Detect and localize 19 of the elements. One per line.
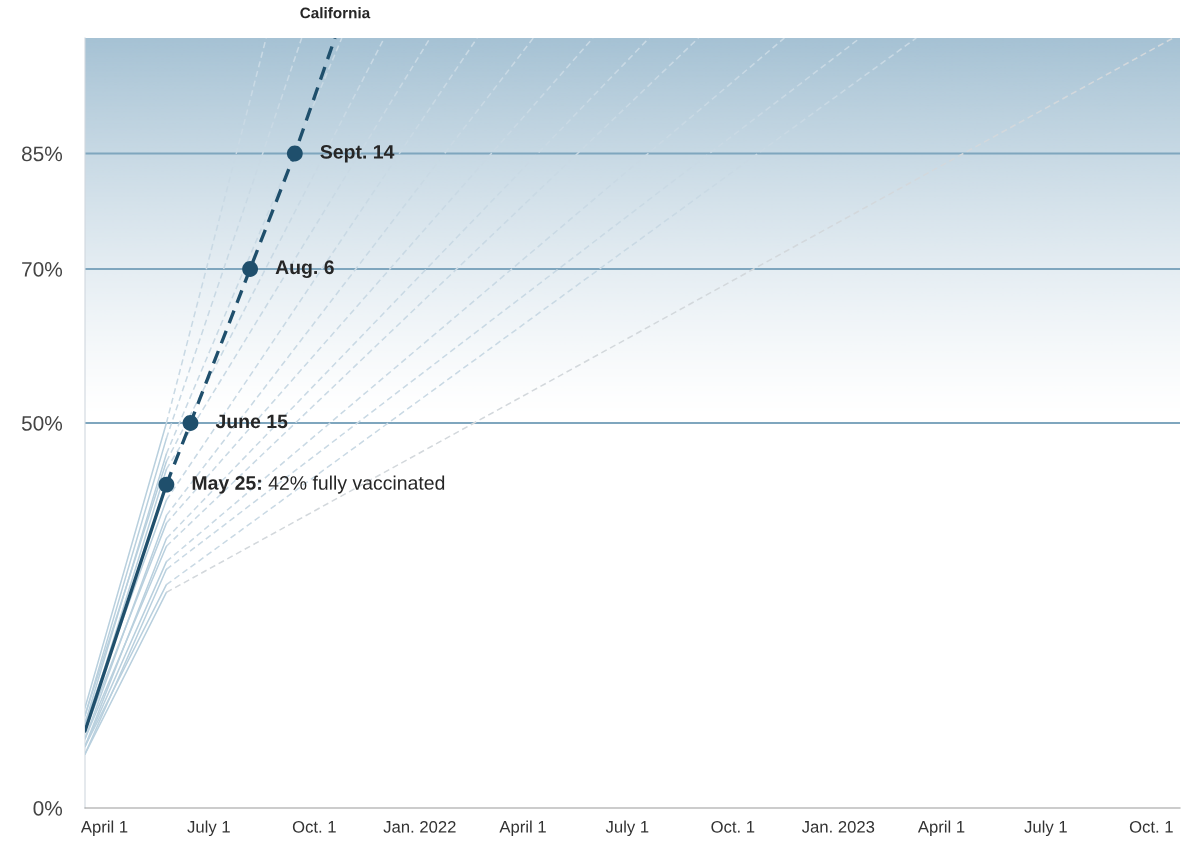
x-tick-label: April 1 [80, 820, 128, 837]
x-tick-label: Jan. 2022 [383, 820, 456, 833]
x-tick-label: July 1 [1024, 820, 1067, 837]
y-tick-label: 70% [22, 262, 63, 277]
x-tick-label: Jan. 2023 [801, 820, 875, 833]
x-tick-label: Oct. 1 [1129, 820, 1173, 833]
annotation: Aug. 6 [275, 260, 334, 279]
x-tick-label: April 1 [499, 820, 546, 837]
y-tick-label: 0% [33, 801, 63, 816]
y-tick-label: 85% [21, 146, 63, 162]
annotation: Sept. 14 [320, 144, 395, 163]
x-tick-label: Oct. 1 [292, 820, 336, 833]
series-label: California [300, 7, 371, 19]
x-tick-label: April 1 [917, 820, 965, 837]
y-tick-label: 50% [21, 416, 63, 431]
x-tick-label: Oct. 1 [711, 820, 755, 833]
annotation: May 25: 42% fully vaccinated [192, 475, 445, 494]
x-tick-label: July 1 [605, 820, 649, 837]
x-tick-label: July 1 [187, 820, 230, 837]
